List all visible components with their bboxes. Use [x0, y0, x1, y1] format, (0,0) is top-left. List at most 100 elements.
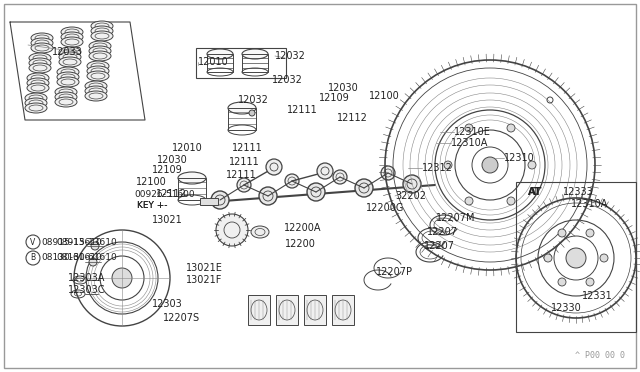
Text: 12303: 12303: [152, 299, 183, 309]
Ellipse shape: [25, 98, 47, 108]
Ellipse shape: [89, 51, 111, 61]
Ellipse shape: [228, 102, 256, 114]
Text: 12310E: 12310E: [454, 127, 491, 137]
Ellipse shape: [27, 78, 49, 88]
Ellipse shape: [91, 21, 113, 31]
Circle shape: [558, 278, 566, 286]
Ellipse shape: [29, 53, 51, 63]
Text: 12312: 12312: [422, 163, 453, 173]
Ellipse shape: [31, 33, 53, 43]
Text: AT: AT: [528, 187, 543, 197]
Ellipse shape: [25, 103, 47, 113]
Text: 12032: 12032: [238, 95, 269, 105]
Ellipse shape: [87, 66, 109, 76]
Ellipse shape: [55, 97, 77, 107]
Ellipse shape: [31, 38, 53, 48]
Bar: [332, 295, 354, 325]
Ellipse shape: [59, 52, 81, 62]
Ellipse shape: [55, 87, 77, 97]
Text: 12200: 12200: [285, 239, 316, 249]
Bar: [196, 48, 286, 78]
Circle shape: [249, 110, 255, 116]
Text: 12200A: 12200A: [284, 223, 321, 233]
Ellipse shape: [57, 72, 79, 82]
Text: 12030: 12030: [328, 83, 359, 93]
Ellipse shape: [85, 81, 107, 91]
Circle shape: [507, 124, 515, 132]
Text: 12207: 12207: [427, 227, 458, 237]
Text: 12100: 12100: [136, 177, 167, 187]
Ellipse shape: [55, 92, 77, 102]
Ellipse shape: [57, 67, 79, 77]
Ellipse shape: [91, 31, 113, 41]
Ellipse shape: [91, 26, 113, 36]
Circle shape: [444, 161, 452, 169]
Circle shape: [586, 229, 594, 237]
Text: 12207: 12207: [424, 241, 455, 251]
Bar: [207, 54, 233, 72]
Text: 12330: 12330: [551, 303, 582, 313]
Circle shape: [91, 242, 99, 250]
Circle shape: [259, 187, 277, 205]
Text: 12207P: 12207P: [376, 267, 413, 277]
Circle shape: [507, 197, 515, 205]
Ellipse shape: [61, 37, 83, 47]
Text: 12111: 12111: [232, 143, 263, 153]
Circle shape: [112, 268, 132, 288]
Text: 08915-13610: 08915-13610: [41, 237, 102, 247]
Bar: [516, 182, 636, 332]
Circle shape: [465, 197, 473, 205]
Text: 12032: 12032: [275, 51, 306, 61]
Text: 12109: 12109: [319, 93, 349, 103]
Text: 12303A: 12303A: [68, 273, 106, 283]
Bar: [304, 295, 326, 325]
Ellipse shape: [87, 71, 109, 81]
Text: 12100: 12100: [369, 91, 400, 101]
Ellipse shape: [29, 63, 51, 73]
Circle shape: [266, 159, 282, 175]
Bar: [276, 295, 298, 325]
Text: 12303C: 12303C: [68, 285, 106, 295]
Circle shape: [381, 166, 395, 180]
Circle shape: [333, 170, 347, 184]
Text: 12010: 12010: [172, 143, 203, 153]
Text: 12310: 12310: [504, 153, 535, 163]
Circle shape: [355, 179, 373, 197]
Ellipse shape: [85, 91, 107, 101]
Text: 08130-61610: 08130-61610: [56, 253, 116, 263]
Text: 12331: 12331: [582, 291, 612, 301]
Text: 12207M: 12207M: [436, 213, 476, 223]
Circle shape: [307, 183, 325, 201]
Circle shape: [317, 163, 333, 179]
Circle shape: [586, 278, 594, 286]
Ellipse shape: [59, 57, 81, 67]
Ellipse shape: [25, 93, 47, 103]
Text: 13021F: 13021F: [186, 275, 222, 285]
Text: 32202: 32202: [395, 191, 426, 201]
Text: 12310A: 12310A: [451, 138, 488, 148]
Ellipse shape: [89, 41, 111, 51]
Text: 12111: 12111: [229, 157, 260, 167]
Circle shape: [600, 254, 608, 262]
Ellipse shape: [27, 83, 49, 93]
Text: 12010: 12010: [198, 57, 228, 67]
Bar: [178, 178, 206, 200]
Text: 12032: 12032: [272, 75, 303, 85]
Text: 12109: 12109: [152, 165, 183, 175]
Text: ^ P00 00 0: ^ P00 00 0: [575, 351, 625, 360]
Ellipse shape: [57, 77, 79, 87]
Bar: [228, 108, 256, 130]
Ellipse shape: [207, 49, 233, 59]
Ellipse shape: [178, 172, 206, 184]
Bar: [248, 295, 270, 325]
Circle shape: [482, 157, 498, 173]
Circle shape: [216, 214, 248, 246]
Text: 12112: 12112: [156, 189, 187, 199]
Text: KEY +-: KEY +-: [137, 201, 168, 209]
Text: 12111: 12111: [287, 105, 317, 115]
Text: AT: AT: [528, 187, 540, 197]
Circle shape: [558, 229, 566, 237]
Text: 12333: 12333: [563, 187, 594, 197]
Text: KEY +-: KEY +-: [137, 201, 168, 209]
Circle shape: [566, 248, 586, 268]
